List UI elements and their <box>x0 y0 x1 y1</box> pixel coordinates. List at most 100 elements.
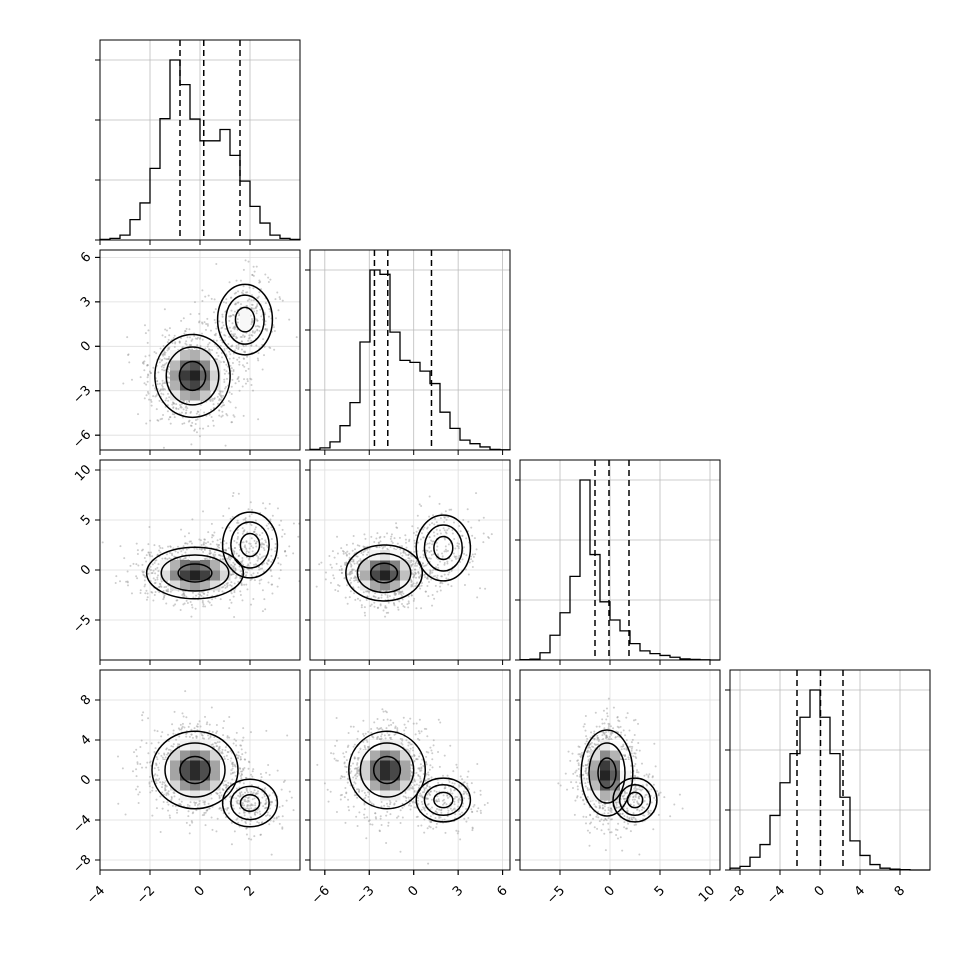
scatter-point <box>413 542 416 545</box>
scatter-point <box>342 550 345 553</box>
scatter-point <box>419 574 422 577</box>
density-cell <box>210 570 221 581</box>
scatter-point <box>427 581 430 584</box>
scatter-point <box>256 329 259 332</box>
scatter-point <box>136 552 139 555</box>
scatter-point <box>256 304 259 307</box>
scatter-point <box>160 786 163 789</box>
scatter-point <box>232 573 235 576</box>
scatter-point <box>239 755 242 758</box>
scatter-point <box>237 290 240 293</box>
scatter-point <box>210 408 213 411</box>
hist-panel-1-frame <box>309 249 511 451</box>
scatter-point <box>158 585 161 588</box>
scatter-point <box>271 514 274 517</box>
scatter-point <box>225 783 228 786</box>
scatter-point <box>215 742 218 745</box>
scatter-point <box>228 607 231 610</box>
scatter-point <box>276 769 279 772</box>
scatter-point <box>246 571 249 574</box>
scatter-point <box>242 289 245 292</box>
scatter-point <box>203 548 206 551</box>
scatter-point <box>414 572 417 575</box>
scatter-point <box>484 587 487 590</box>
scatter-point <box>443 563 446 566</box>
scatter-point <box>164 557 167 560</box>
scatter-point <box>246 378 249 381</box>
scatter-point <box>189 540 192 543</box>
scatter-point <box>152 384 155 387</box>
scatter-point <box>211 540 214 543</box>
scatter-point <box>145 742 148 745</box>
scatter-point <box>435 521 438 524</box>
scatter-point <box>198 312 201 315</box>
scatter-point <box>254 793 257 796</box>
scatter-point <box>280 519 283 522</box>
scatter-point <box>166 370 169 373</box>
scatter-point <box>435 576 438 579</box>
scatter-point <box>141 719 144 722</box>
scatter-point <box>190 820 193 823</box>
scatter-point <box>226 736 229 739</box>
scatter-point <box>241 532 244 535</box>
scatter-point <box>232 369 235 372</box>
density-cell <box>190 360 201 371</box>
scatter-point <box>431 543 434 546</box>
scatter-point <box>267 276 270 279</box>
scatter-point <box>356 597 359 600</box>
scatter-point <box>379 540 382 543</box>
scatter-point <box>178 557 181 560</box>
scatter-point <box>250 545 253 548</box>
scatter-point <box>269 568 272 571</box>
scatter-point <box>161 783 164 786</box>
scatter-point <box>146 380 149 383</box>
scatter-point <box>235 797 238 800</box>
scatter-point <box>154 591 157 594</box>
density-cell <box>170 350 181 361</box>
scatter-point <box>218 390 221 393</box>
scatter-point <box>363 549 366 552</box>
scatter-point <box>253 579 256 582</box>
scatter-point <box>182 548 185 551</box>
scatter-point <box>183 726 186 729</box>
scatter-point <box>475 492 478 495</box>
y-tick-label: −3 <box>70 383 94 407</box>
scatter-point <box>405 553 408 556</box>
scatter-point <box>236 535 239 538</box>
scatter-point <box>233 539 236 542</box>
scatter-point <box>238 807 241 810</box>
scatter-point <box>208 552 211 555</box>
scatter-point <box>264 807 267 810</box>
scatter-point <box>426 575 429 578</box>
scatter-point <box>356 578 359 581</box>
scatter-point <box>375 537 378 540</box>
scatter-point <box>365 598 368 601</box>
scatter-point <box>349 579 352 582</box>
scatter-point <box>240 303 243 306</box>
scatter-point <box>126 584 129 587</box>
scatter-point <box>226 585 229 588</box>
scatter-point <box>482 516 485 519</box>
scatter-point <box>208 807 211 810</box>
scatter-point <box>281 826 284 829</box>
density-cell <box>170 390 181 401</box>
scatter-point <box>204 347 207 350</box>
scatter-point <box>142 571 145 574</box>
scatter-point <box>381 547 384 550</box>
scatter-point <box>275 816 278 819</box>
scatter-point <box>233 591 236 594</box>
scatter-point <box>190 728 193 731</box>
scatter-point <box>214 321 217 324</box>
scatter-point <box>264 555 267 558</box>
scatter-point <box>166 792 169 795</box>
scatter-point <box>135 748 138 751</box>
scatter-point <box>162 413 165 416</box>
scatter-point <box>418 566 421 569</box>
scatter-point <box>390 533 393 536</box>
scatter-point <box>433 523 436 526</box>
scatter-point <box>189 411 192 414</box>
scatter-point <box>158 777 161 780</box>
scatter-point <box>214 308 217 311</box>
scatter-point <box>242 357 245 360</box>
scatter-point <box>359 599 362 602</box>
